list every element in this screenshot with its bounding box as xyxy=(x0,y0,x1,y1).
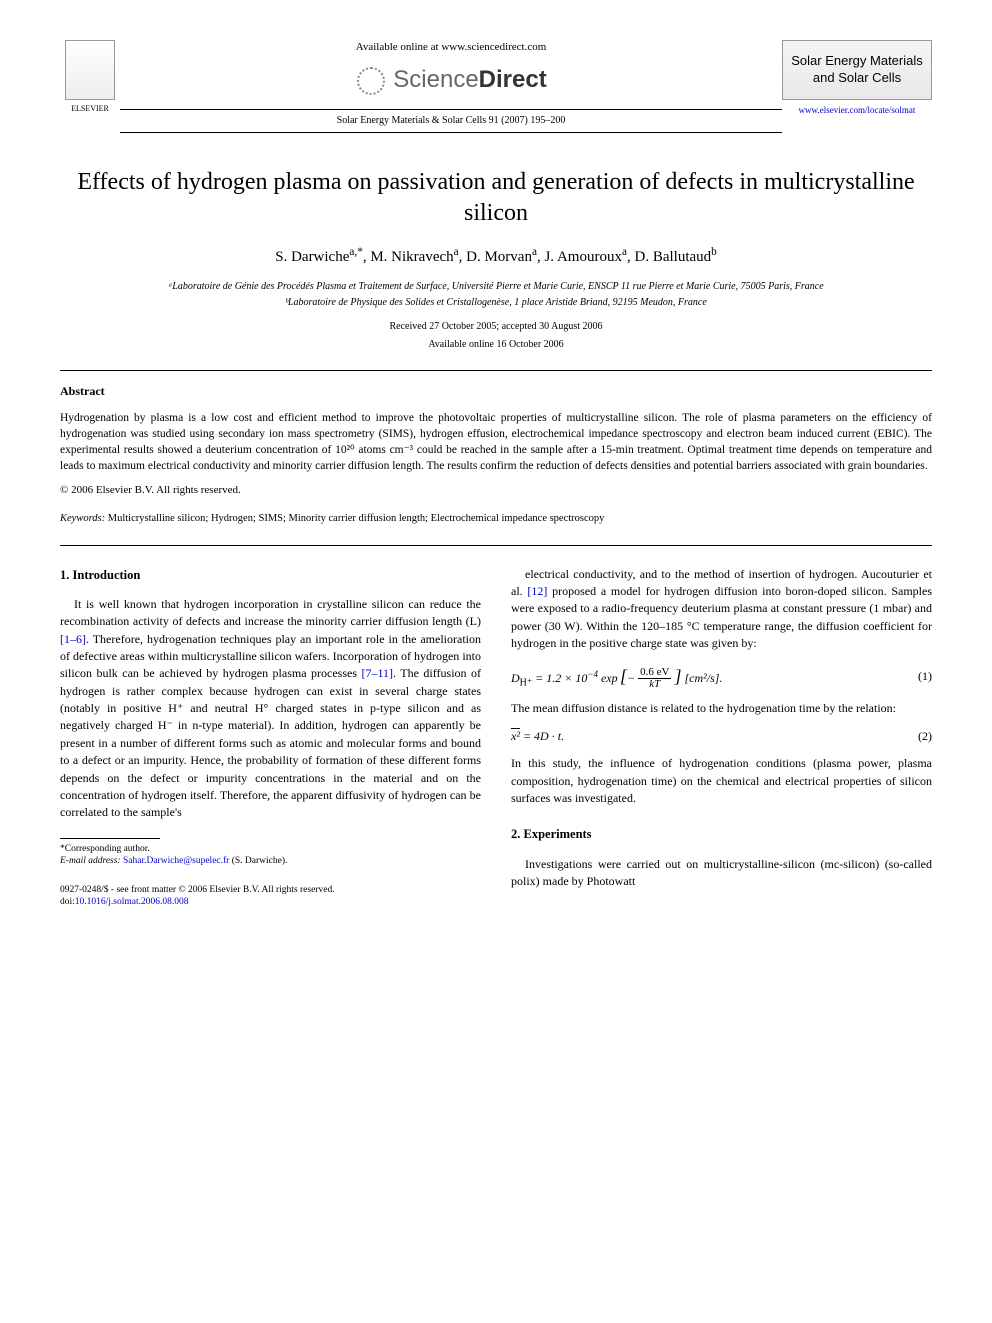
keywords-text: Multicrystalline silicon; Hydrogen; SIMS… xyxy=(108,513,605,524)
experiments-paragraph: Investigations were carried out on multi… xyxy=(511,856,932,891)
abstract-copyright: © 2006 Elsevier B.V. All rights reserved… xyxy=(60,483,932,498)
col2-paragraph-2: In this study, the influence of hydrogen… xyxy=(511,755,932,807)
corresponding-author-note: *Corresponding author. xyxy=(60,843,481,855)
email-label: E-mail address: xyxy=(60,856,121,866)
journal-cover-line2: and Solar Cells xyxy=(789,70,925,87)
available-online-text: Available online at www.sciencedirect.co… xyxy=(120,40,782,55)
footer-doi-line: doi:10.1016/j.solmat.2006.08.008 xyxy=(60,896,481,908)
section-2-heading: 2. Experiments xyxy=(511,825,932,843)
eq2-number: (2) xyxy=(918,728,932,745)
column-left: 1. Introduction It is well known that hy… xyxy=(60,566,481,909)
intro-paragraph: It is well known that hydrogen incorpora… xyxy=(60,596,481,822)
footer-copyright: 0927-0248/$ - see front matter © 2006 El… xyxy=(60,884,481,896)
email-who: (S. Darwiche). xyxy=(232,856,288,866)
eq2-lead-text: The mean diffusion distance is related t… xyxy=(511,700,932,717)
authors-line: S. Darwichea,*, M. Nikravecha, D. Morvan… xyxy=(60,245,932,268)
eq1-number: (1) xyxy=(918,668,932,685)
eq1-body: DH⁺ = 1.2 × 10−4 exp [− 0.6 eVkT ] [cm²/… xyxy=(511,663,722,691)
received-date: Received 27 October 2005; accepted 30 Au… xyxy=(60,320,932,334)
footer-block: 0927-0248/$ - see front matter © 2006 El… xyxy=(60,884,481,909)
center-header: Available online at www.sciencedirect.co… xyxy=(120,40,782,137)
journal-cover-box: Solar Energy Materials and Solar Cells w… xyxy=(782,40,932,116)
ref-link-1-6[interactable]: [1–6] xyxy=(60,632,86,646)
elsevier-logo: ELSEVIER xyxy=(60,40,120,114)
article-title: Effects of hydrogen plasma on passivatio… xyxy=(60,167,932,229)
sciencedirect-icon xyxy=(355,65,385,95)
eq2-body: x² = 4D · t. xyxy=(511,728,564,745)
abstract-text: Hydrogenation by plasma is a low cost an… xyxy=(60,410,932,474)
journal-reference: Solar Energy Materials & Solar Cells 91 … xyxy=(120,114,782,128)
affiliation-b: ᵇLaboratoire de Physique des Solides et … xyxy=(60,296,932,310)
body-two-column: 1. Introduction It is well known that hy… xyxy=(60,566,932,909)
sciencedirect-logo: ScienceDirect xyxy=(120,63,782,97)
ref-link-12[interactable]: [12] xyxy=(527,584,547,598)
keywords-label: Keywords: xyxy=(60,513,105,524)
doi-label: doi: xyxy=(60,897,75,907)
ref-link-7-11[interactable]: [7–11] xyxy=(361,666,393,680)
keywords-line: Keywords: Multicrystalline silicon; Hydr… xyxy=(60,512,932,527)
doi-link[interactable]: 10.1016/j.solmat.2006.08.008 xyxy=(75,897,189,907)
journal-cover-line1: Solar Energy Materials xyxy=(789,53,925,70)
elsevier-label: ELSEVIER xyxy=(60,103,120,114)
col2-paragraph-1: electrical conductivity, and to the meth… xyxy=(511,566,932,653)
equation-2: x² = 4D · t. (2) xyxy=(511,728,932,745)
header-rule-top xyxy=(120,109,782,110)
journal-url[interactable]: www.elsevier.com/locate/solmat xyxy=(782,104,932,117)
abstract-heading: Abstract xyxy=(60,383,932,400)
affiliation-a: ᵃLaboratoire de Génie des Procédés Plasm… xyxy=(60,280,932,294)
abstract-top-rule xyxy=(60,370,932,371)
header-rule-bottom xyxy=(120,132,782,133)
equation-1: DH⁺ = 1.2 × 10−4 exp [− 0.6 eVkT ] [cm²/… xyxy=(511,663,932,691)
available-date: Available online 16 October 2006 xyxy=(60,338,932,352)
email-link[interactable]: Sahar.Darwiche@supelec.fr xyxy=(123,856,229,866)
section-1-heading: 1. Introduction xyxy=(60,566,481,584)
column-right: electrical conductivity, and to the meth… xyxy=(511,566,932,909)
footnote-separator xyxy=(60,838,160,839)
journal-cover: Solar Energy Materials and Solar Cells xyxy=(782,40,932,100)
abstract-bottom-rule xyxy=(60,545,932,546)
page-header: ELSEVIER Available online at www.science… xyxy=(60,40,932,137)
sciencedirect-wordmark: ScienceDirect xyxy=(393,63,546,97)
email-footnote: E-mail address: Sahar.Darwiche@supelec.f… xyxy=(60,855,481,867)
elsevier-tree-icon xyxy=(65,40,115,100)
